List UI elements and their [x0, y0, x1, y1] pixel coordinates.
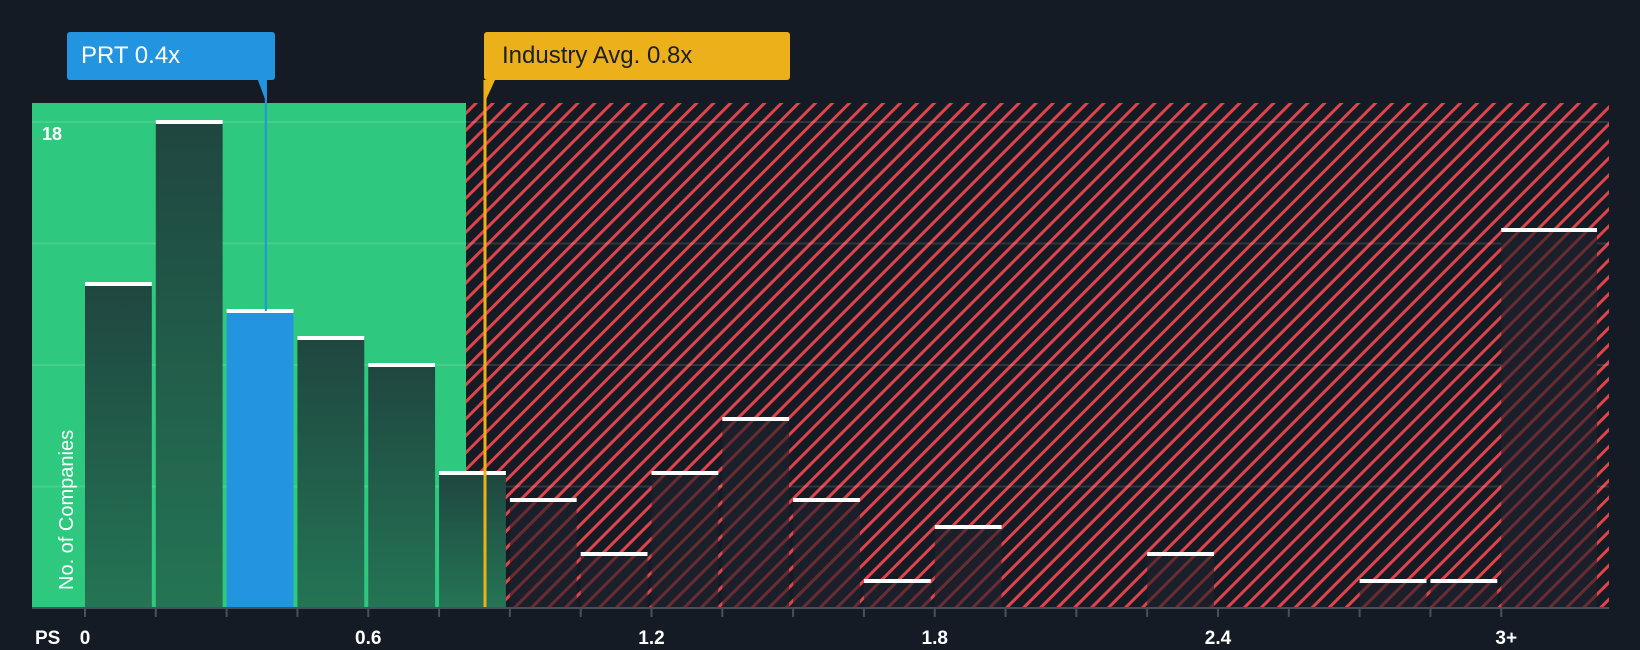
bar-cap — [580, 552, 648, 556]
histogram-bar — [863, 581, 931, 608]
x-tick-label: 0 — [79, 628, 91, 649]
bar-cap — [509, 498, 577, 502]
x-tick-label: 1.8 — [921, 628, 948, 649]
histogram-bar — [722, 419, 790, 608]
bar-cap — [226, 309, 294, 313]
bar-cap — [368, 363, 436, 367]
histogram-bar — [297, 338, 365, 608]
bar-cap — [297, 336, 365, 340]
x-tick-label: 2.4 — [1204, 628, 1232, 649]
histogram-bar — [439, 473, 506, 608]
histogram-bar — [85, 284, 152, 608]
bar-cap — [1147, 552, 1214, 556]
histogram-bar — [1501, 230, 1597, 608]
bar-cap — [439, 471, 506, 475]
bar-cap — [155, 120, 223, 124]
bar-cap — [1501, 228, 1597, 232]
bar-cap — [722, 417, 790, 421]
y-axis-title: No. of Companies — [56, 429, 78, 590]
industry-average-callout: Industry Avg. 0.8x — [484, 32, 790, 80]
histogram-bar — [651, 473, 719, 608]
histogram-bar — [1147, 554, 1214, 608]
bar-cap — [1430, 579, 1498, 583]
histogram-bar — [934, 527, 1002, 608]
histogram-bar — [1430, 581, 1498, 608]
y-axis-max-label: 18 — [42, 124, 63, 144]
histogram-bar — [793, 500, 860, 608]
histogram-bar — [155, 122, 223, 608]
x-axis-prefix: PS — [35, 628, 61, 649]
histogram-bar — [509, 500, 577, 608]
histogram-bar — [368, 365, 436, 608]
bar-cap — [1359, 579, 1427, 583]
bar-cap — [793, 498, 860, 502]
bar-cap — [85, 282, 152, 286]
company-ps-callout: PRT 0.4x — [67, 32, 275, 80]
bar-cap — [651, 471, 719, 475]
histogram-bar — [1359, 581, 1427, 608]
industry-callout-pointer — [484, 80, 495, 104]
overvalued-zone — [466, 103, 1609, 608]
histogram-bar — [580, 554, 648, 608]
histogram-bar — [226, 311, 294, 608]
x-tick-label: 3+ — [1495, 628, 1518, 649]
company-callout-pointer — [257, 80, 267, 104]
x-tick-label: 1.2 — [638, 628, 665, 649]
bar-cap — [934, 525, 1002, 529]
bar-cap — [863, 579, 931, 583]
x-tick-label: 0.6 — [355, 628, 382, 649]
